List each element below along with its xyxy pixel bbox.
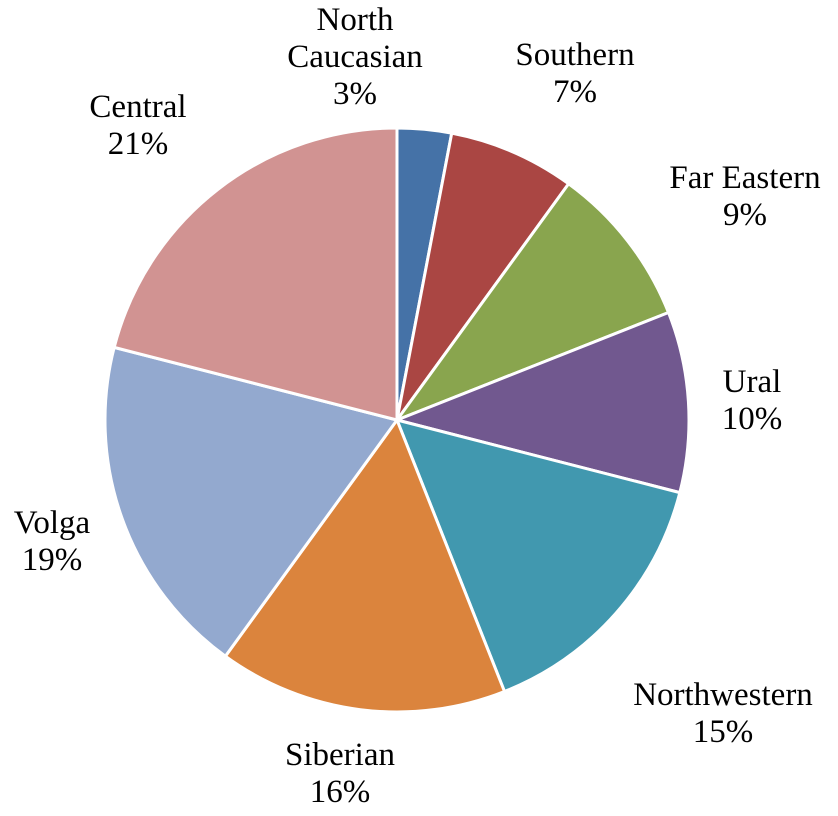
- slice-percent: 16%: [310, 774, 371, 810]
- pie-slice-northwestern: [394, 417, 682, 694]
- slice-percent: 7%: [553, 74, 597, 110]
- pie-slice-siberian: [223, 416, 507, 714]
- pie-slice-far-eastern: [392, 181, 671, 424]
- slice-percent: 10%: [722, 401, 783, 437]
- slice-label-ural: Ural 10%: [722, 364, 783, 437]
- slice-label-siberian: Siberian 16%: [285, 737, 395, 810]
- slice-name: Southern: [515, 37, 634, 73]
- slice-name: Central: [89, 89, 186, 125]
- slice-label-central: Central 21%: [89, 89, 186, 162]
- pie-slice-central: [112, 126, 399, 422]
- slice-name: Far Eastern: [669, 160, 820, 196]
- slice-percent: 19%: [22, 542, 83, 578]
- slice-label-southern: Southern 7%: [515, 37, 634, 110]
- slice-percent: 3%: [333, 76, 377, 112]
- slice-name: Siberian: [285, 737, 395, 773]
- slice-percent: 21%: [108, 126, 169, 162]
- slice-label-volga: Volga 19%: [14, 505, 91, 578]
- slice-percent: 9%: [723, 197, 767, 233]
- slice-name: Ural: [723, 364, 782, 400]
- pie-labels: North Caucasian 3% Southern 7% Far Eastern 9% U…: [14, 2, 821, 810]
- slice-label-north-caucasian: North Caucasian 3%: [287, 2, 423, 112]
- slice-name: Volga: [14, 505, 91, 541]
- pie-slice-ural: [392, 310, 691, 495]
- slice-label-far-eastern: Far Eastern 9%: [669, 160, 820, 233]
- pie-slice-volga: [103, 345, 400, 659]
- slice-label-northwestern: Northwestern 15%: [633, 677, 813, 750]
- slice-percent: 15%: [693, 714, 754, 750]
- slice-name: Caucasian: [287, 39, 423, 75]
- slice-name: Northwestern: [633, 677, 813, 713]
- pie-slices: [103, 126, 691, 714]
- slice-name: North: [317, 2, 394, 38]
- pie-slice-southern: [395, 131, 571, 421]
